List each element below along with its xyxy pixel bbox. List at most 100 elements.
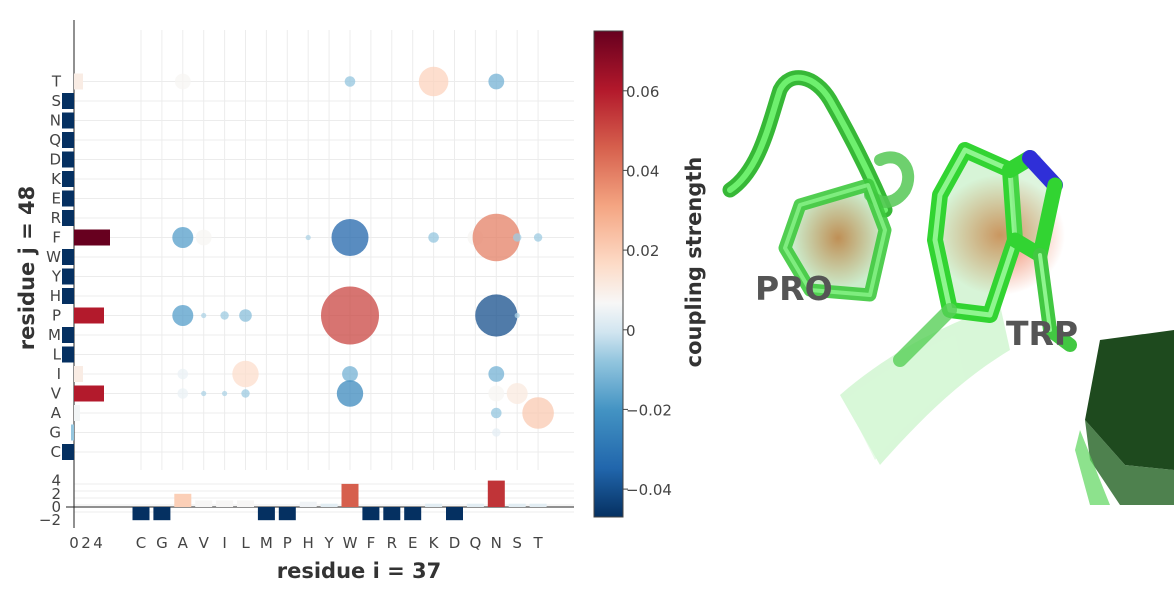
- x-tick-F: F: [367, 534, 376, 552]
- y-tick-I: I: [57, 365, 61, 383]
- top-bar-D: [446, 507, 463, 521]
- side-bar-Q: [62, 132, 74, 148]
- bubble-I-V: [222, 390, 228, 397]
- bubble-N-F: [472, 213, 520, 262]
- bubble-S-V: [506, 383, 528, 404]
- trp-six-ring-highlight: [932, 147, 1018, 318]
- colorbar-tick-label: 0: [626, 322, 636, 340]
- x-tick-S: S: [512, 534, 522, 552]
- colorbar-tick-label: −0.04: [626, 481, 672, 499]
- y-tick-R: R: [51, 209, 61, 227]
- x-tick-V: V: [199, 534, 210, 552]
- top-bar-H: [299, 501, 317, 507]
- top-bar-tick-labels: 420−2: [39, 472, 61, 530]
- x-tick-N: N: [491, 534, 502, 552]
- y-tick-L: L: [53, 346, 62, 364]
- stick-lower: [1075, 430, 1110, 505]
- x-tick-D: D: [449, 534, 461, 552]
- x-axis-title: residue i = 37: [277, 559, 441, 583]
- bubble-N-P: [475, 294, 518, 337]
- side-bar-E: [62, 190, 74, 207]
- bubble-L-P: [239, 309, 252, 322]
- top-bar-N: [487, 480, 505, 507]
- x-tick-L: L: [241, 534, 250, 552]
- top-bar-tick: 4: [51, 472, 61, 490]
- top-bar-E: [404, 507, 422, 521]
- pro-ring-glow: [793, 188, 883, 288]
- x-tick-E: E: [408, 534, 417, 552]
- trp-six-ring-fill: [935, 150, 1015, 315]
- bubble-A-I: [177, 368, 189, 380]
- y-tick-V: V: [51, 385, 62, 403]
- bubble-I-P: [220, 311, 229, 320]
- y-tick-Y: Y: [51, 268, 62, 286]
- side-bar-V: [74, 385, 104, 402]
- bubble-W-V: [336, 380, 364, 407]
- side-bar-tick: 2: [81, 534, 91, 552]
- bubble-N-G: [492, 428, 501, 437]
- trp-sidechain-highlight: [1038, 253, 1052, 332]
- side-bar-K: [62, 171, 74, 187]
- bubble-T-F: [533, 233, 543, 242]
- trp-label: TRP: [1006, 314, 1078, 353]
- dark-ribbon-lower: [1085, 420, 1174, 505]
- trp-ring-glow: [935, 175, 1065, 295]
- side-bar-C: [62, 444, 74, 460]
- colorbar-tick-label: −0.02: [626, 401, 672, 419]
- bubble-V-P: [201, 312, 207, 319]
- top-bar-G: [153, 507, 171, 521]
- y-tick-G: G: [49, 424, 61, 442]
- bubble-T-A: [522, 397, 554, 429]
- bubble-N-V: [488, 385, 505, 402]
- top-bar-A: [174, 493, 192, 507]
- x-tick-R: R: [387, 534, 397, 552]
- y-tick-Q: Q: [49, 131, 61, 149]
- side-bar-F: [74, 229, 110, 246]
- pro-label: PRO: [755, 269, 833, 308]
- bubble-V-V: [201, 390, 207, 397]
- colorbar-tick-label: 0.04: [626, 162, 659, 180]
- bubble-L-V: [241, 389, 250, 398]
- bubble-layer: [172, 66, 554, 437]
- y-tick-M: M: [48, 326, 61, 344]
- plot-grid: [74, 30, 574, 513]
- pro-ring-highlight: [783, 183, 887, 297]
- x-tick-C: C: [136, 534, 146, 552]
- x-tick-I: I: [222, 534, 226, 552]
- bubble-A-P: [172, 305, 194, 326]
- top-bar-K: [425, 503, 443, 507]
- side-bar-T: [74, 73, 83, 90]
- dark-ribbon: [1085, 330, 1174, 470]
- bubble-A-T: [174, 73, 191, 90]
- side-bar-W: [62, 249, 74, 265]
- pro-backbone-highlight: [727, 74, 888, 213]
- x-tick-H: H: [303, 534, 314, 552]
- pro-ring-fill: [785, 185, 885, 295]
- colorbar-title: coupling strength: [682, 157, 706, 368]
- y-tick-H: H: [50, 287, 61, 305]
- colorbar: [593, 30, 624, 518]
- y-tick-E: E: [52, 190, 61, 208]
- side-bar-P: [74, 307, 104, 324]
- bubble-H-F: [305, 234, 311, 241]
- colorbar-tick-label: 0.06: [626, 83, 659, 101]
- top-bar-W: [341, 483, 359, 507]
- side-bar-S: [62, 93, 74, 109]
- y-tick-T: T: [51, 73, 62, 91]
- bubble-N-A: [491, 407, 502, 419]
- bubble-W-I: [342, 366, 358, 382]
- side-bar-A: [74, 405, 80, 421]
- side-bar-N: [62, 112, 74, 129]
- side-bar-tick: 0: [69, 534, 79, 552]
- top-bar-S: [508, 503, 526, 507]
- x-tick-Y: Y: [324, 534, 335, 552]
- y-tick-N: N: [50, 112, 61, 130]
- y-tick-S: S: [51, 92, 61, 110]
- y-tick-C: C: [51, 443, 61, 461]
- x-tick-P: P: [283, 534, 292, 552]
- top-marginal-bars: [132, 480, 547, 521]
- y-tick-W: W: [46, 248, 61, 266]
- faded-ribbon-highlight: [845, 335, 965, 460]
